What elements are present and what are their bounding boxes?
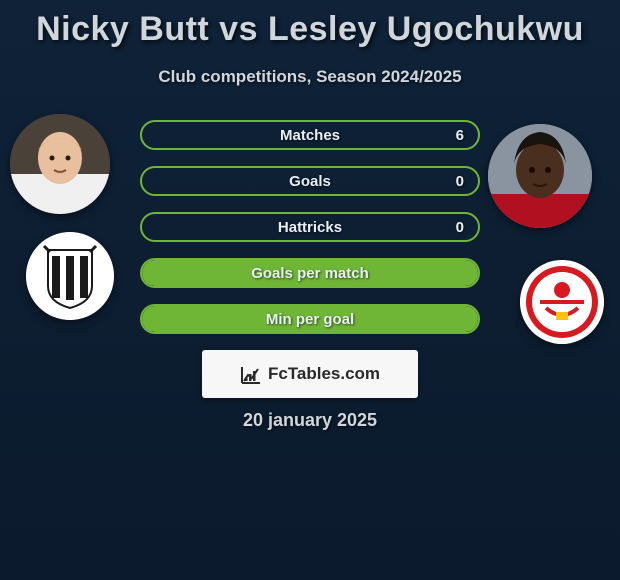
stat-label: Hattricks [278, 219, 342, 236]
fctables-logo: FcTables.com [202, 350, 418, 398]
comparison-subtitle: Club competitions, Season 2024/2025 [0, 67, 620, 87]
stat-row: Min per goal [140, 304, 480, 334]
fctables-logo-text: FcTables.com [268, 364, 380, 384]
stat-label: Goals [289, 173, 331, 190]
snapshot-date: 20 january 2025 [0, 410, 620, 431]
stat-right-value: 0 [456, 173, 464, 190]
comparison-title: Nicky Butt vs Lesley Ugochukwu [0, 0, 620, 49]
stat-right-value: 0 [456, 219, 464, 236]
stat-row: Goals per match [140, 258, 480, 288]
stat-row: Matches 6 [140, 120, 480, 150]
stat-label: Matches [280, 127, 340, 144]
stat-row: Goals 0 [140, 166, 480, 196]
stat-row: Hattricks 0 [140, 212, 480, 242]
stat-right-value: 6 [456, 127, 464, 144]
stats-container: Matches 6 Goals 0 Hattricks 0 Goals per match M… [0, 120, 620, 350]
stat-label: Goals per match [251, 265, 369, 282]
chart-icon [240, 363, 262, 385]
stat-label: Min per goal [266, 311, 354, 328]
